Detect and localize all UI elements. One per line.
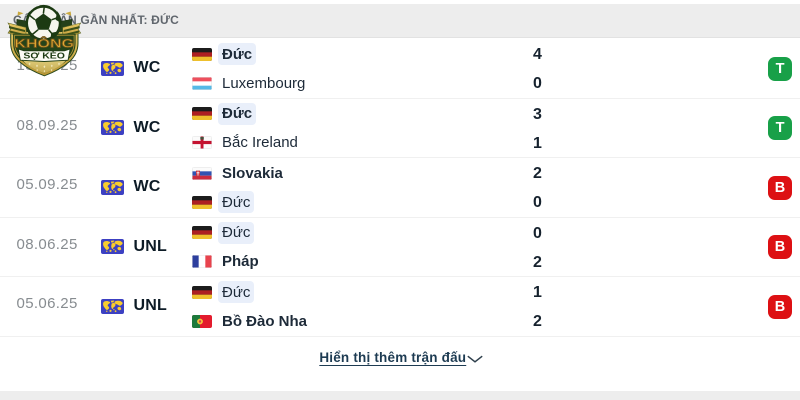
- svg-text:KHÔNG: KHÔNG: [14, 37, 74, 50]
- svg-text:SỢ KÈO: SỢ KÈO: [23, 51, 65, 61]
